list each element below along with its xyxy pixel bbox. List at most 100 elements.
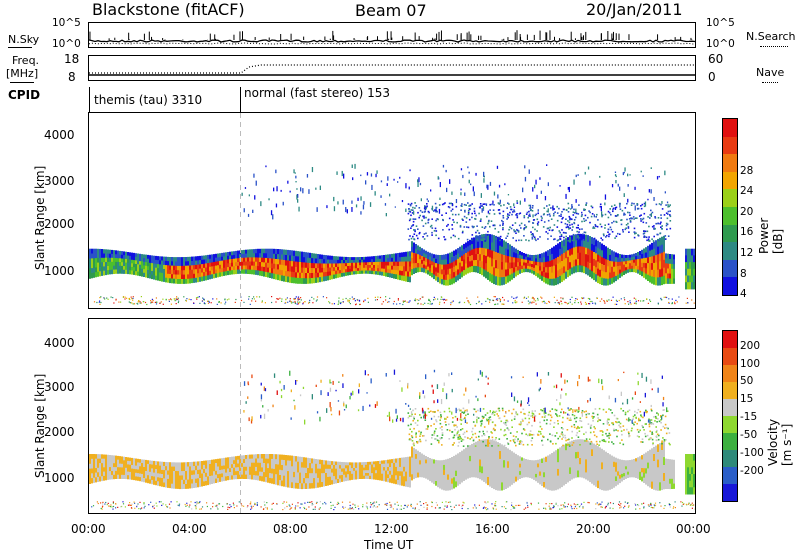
heatmap-cell	[122, 296, 124, 298]
heatmap-cell	[111, 459, 113, 464]
heatmap-cell	[445, 469, 447, 476]
heatmap-cell	[657, 277, 659, 286]
heatmap-cell	[225, 301, 227, 303]
heatmap-cell	[445, 279, 447, 286]
heatmap-cell	[665, 273, 667, 279]
heatmap-cell	[165, 277, 167, 283]
heatmap-cell	[279, 274, 281, 281]
heatmap-cell	[397, 462, 399, 468]
heatmap-cell	[471, 239, 473, 241]
heatmap-cell	[613, 482, 615, 488]
heatmap-cell	[251, 253, 253, 258]
heatmap-cell	[201, 461, 203, 466]
heatmap-cell	[667, 203, 669, 208]
heatmap-cell	[219, 257, 221, 262]
heatmap-cell	[659, 237, 661, 247]
heatmap-cell	[435, 271, 437, 277]
heatmap-cell	[309, 252, 311, 259]
heatmap-cell	[469, 239, 471, 246]
heatmap-cell	[353, 271, 355, 275]
heatmap-cell	[109, 257, 111, 263]
heatmap-cell	[345, 272, 347, 276]
heatmap-cell	[153, 468, 155, 474]
heatmap-cell	[353, 462, 355, 466]
heatmap-cell	[577, 464, 579, 472]
heatmap-cell	[97, 476, 99, 482]
heatmap-cell	[169, 474, 171, 480]
heatmap-cell	[98, 301, 100, 303]
heatmap-cell	[509, 262, 511, 270]
heatmap-cell	[147, 254, 149, 260]
heatmap-cell	[275, 274, 277, 280]
heatmap-cell	[473, 265, 475, 273]
heatmap-cell	[312, 302, 314, 304]
heatmap-cell	[181, 475, 183, 481]
heatmap-cell	[293, 169, 295, 174]
heatmap-cell	[516, 200, 518, 203]
heatmap-cell	[235, 254, 237, 259]
heatmap-cell	[325, 263, 327, 269]
heatmap-cell	[111, 265, 113, 271]
heatmap-cell	[497, 458, 499, 467]
heatmap-cell	[611, 482, 613, 489]
heatmap-cell	[139, 272, 141, 277]
heatmap-cell	[527, 260, 529, 264]
heatmap-cell	[571, 267, 573, 275]
heatmap-cell	[669, 227, 672, 230]
heatmap-cell	[441, 264, 443, 270]
heatmap-cell	[283, 480, 285, 487]
heatmap-cell	[417, 463, 419, 469]
heatmap-cell	[387, 261, 389, 266]
heatmap-cell	[674, 301, 676, 303]
heatmap-cell	[377, 461, 379, 465]
heatmap-cell	[191, 256, 193, 262]
heatmap-cell	[547, 472, 549, 479]
heatmap-cell	[537, 471, 539, 476]
heatmap-cell	[617, 261, 619, 267]
heatmap-cell	[397, 479, 399, 485]
heatmap-cell	[589, 468, 591, 476]
heatmap-cell	[103, 253, 105, 259]
heatmap-cell	[285, 249, 287, 256]
heatmap-cell	[131, 302, 133, 304]
heatmap-cell	[145, 459, 147, 465]
heatmap-cell	[233, 266, 235, 271]
heatmap-cell	[579, 458, 581, 465]
heatmap-cell	[652, 240, 655, 242]
heatmap-cell	[633, 473, 635, 478]
heatmap-cell	[449, 463, 451, 470]
heatmap-cell	[157, 272, 159, 277]
heatmap-cell	[173, 462, 175, 468]
heatmap-cell	[447, 269, 449, 276]
heatmap-cell	[429, 225, 432, 228]
heatmap-cell	[345, 477, 347, 482]
heatmap-cell	[357, 262, 359, 266]
heatmap-cell	[373, 259, 375, 263]
heatmap-cell	[483, 269, 485, 277]
heatmap-cell	[583, 208, 585, 210]
heatmap-cell	[271, 473, 273, 479]
heatmap-cell	[329, 271, 331, 276]
heatmap-cell	[113, 265, 115, 271]
heatmap-cell	[347, 477, 349, 481]
heatmap-cell	[419, 452, 421, 457]
heatmap-cell	[280, 189, 282, 192]
heatmap-cell	[395, 265, 397, 271]
heatmap-cell	[447, 484, 449, 491]
heatmap-cell	[125, 269, 127, 274]
heatmap-cell	[497, 244, 499, 254]
heatmap-cell	[665, 204, 667, 206]
heatmap-cell	[225, 252, 227, 257]
heatmap-cell	[123, 251, 125, 256]
heatmap-cell	[405, 276, 407, 282]
heatmap-cell	[453, 261, 455, 268]
heatmap-cell	[375, 461, 377, 465]
heatmap-cell	[343, 260, 345, 264]
heatmap-cell	[401, 270, 403, 276]
heatmap-cell	[207, 302, 210, 304]
heatmap-cell	[581, 458, 583, 465]
heatmap-cell	[317, 272, 319, 278]
heatmap-cell	[201, 465, 203, 470]
heatmap-cell	[89, 258, 91, 264]
heatmap-cell	[551, 471, 553, 479]
